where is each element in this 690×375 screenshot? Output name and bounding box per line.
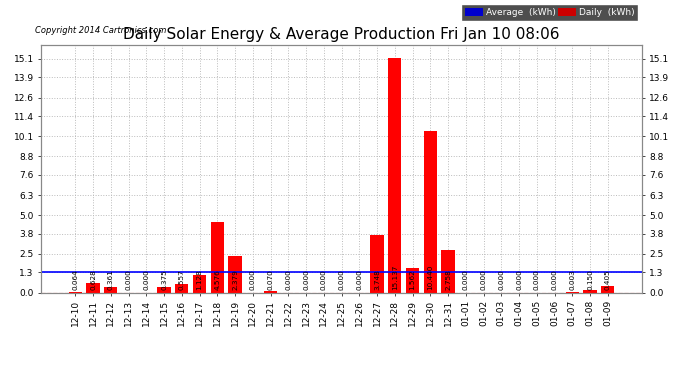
Bar [69,291,82,292]
Text: 1.128: 1.128 [197,269,203,290]
Text: Copyright 2014 Cartronics.com: Copyright 2014 Cartronics.com [35,26,167,35]
Text: 0.000: 0.000 [144,269,149,290]
Text: 0.070: 0.070 [268,269,273,290]
Text: 0.000: 0.000 [534,269,540,290]
Bar [424,131,437,292]
Text: 0.375: 0.375 [161,269,167,290]
Text: 4.576: 4.576 [215,269,220,290]
Bar [583,290,597,292]
Text: 0.000: 0.000 [303,269,309,290]
Bar [175,284,188,292]
Bar [157,287,170,292]
Bar [601,286,614,292]
Text: 0.003: 0.003 [569,269,575,290]
Text: 0.000: 0.000 [356,269,362,290]
Bar [228,256,242,292]
Text: 0.000: 0.000 [551,269,558,290]
Bar [406,268,420,292]
Bar [86,283,100,292]
Text: 0.405: 0.405 [604,269,611,290]
Text: 0.064: 0.064 [72,269,79,290]
Bar [210,222,224,292]
Text: 0.000: 0.000 [250,269,256,290]
Text: 10.440: 10.440 [427,265,433,290]
Legend: Average  (kWh), Daily  (kWh): Average (kWh), Daily (kWh) [462,5,637,20]
Text: 15.137: 15.137 [392,265,398,290]
Bar [371,234,384,292]
Text: 1.562: 1.562 [410,269,415,290]
Text: 0.000: 0.000 [498,269,504,290]
Bar [193,275,206,292]
Text: 0.000: 0.000 [480,269,486,290]
Text: 2.379: 2.379 [232,269,238,290]
Bar [442,250,455,292]
Text: 0.150: 0.150 [587,269,593,290]
Text: 0.000: 0.000 [463,269,469,290]
Text: 0.628: 0.628 [90,269,96,290]
Bar [264,291,277,292]
Text: 3.748: 3.748 [374,269,380,290]
Text: 0.557: 0.557 [179,269,185,290]
Title: Daily Solar Energy & Average Production Fri Jan 10 08:06: Daily Solar Energy & Average Production … [124,27,560,42]
Text: 0.000: 0.000 [516,269,522,290]
Text: 2.758: 2.758 [445,269,451,290]
Text: 0.000: 0.000 [285,269,291,290]
Text: 0.000: 0.000 [126,269,132,290]
Bar [104,287,117,292]
Text: 0.000: 0.000 [321,269,327,290]
Text: 0.361: 0.361 [108,269,114,290]
Bar [388,58,402,292]
Text: 0.000: 0.000 [339,269,344,290]
